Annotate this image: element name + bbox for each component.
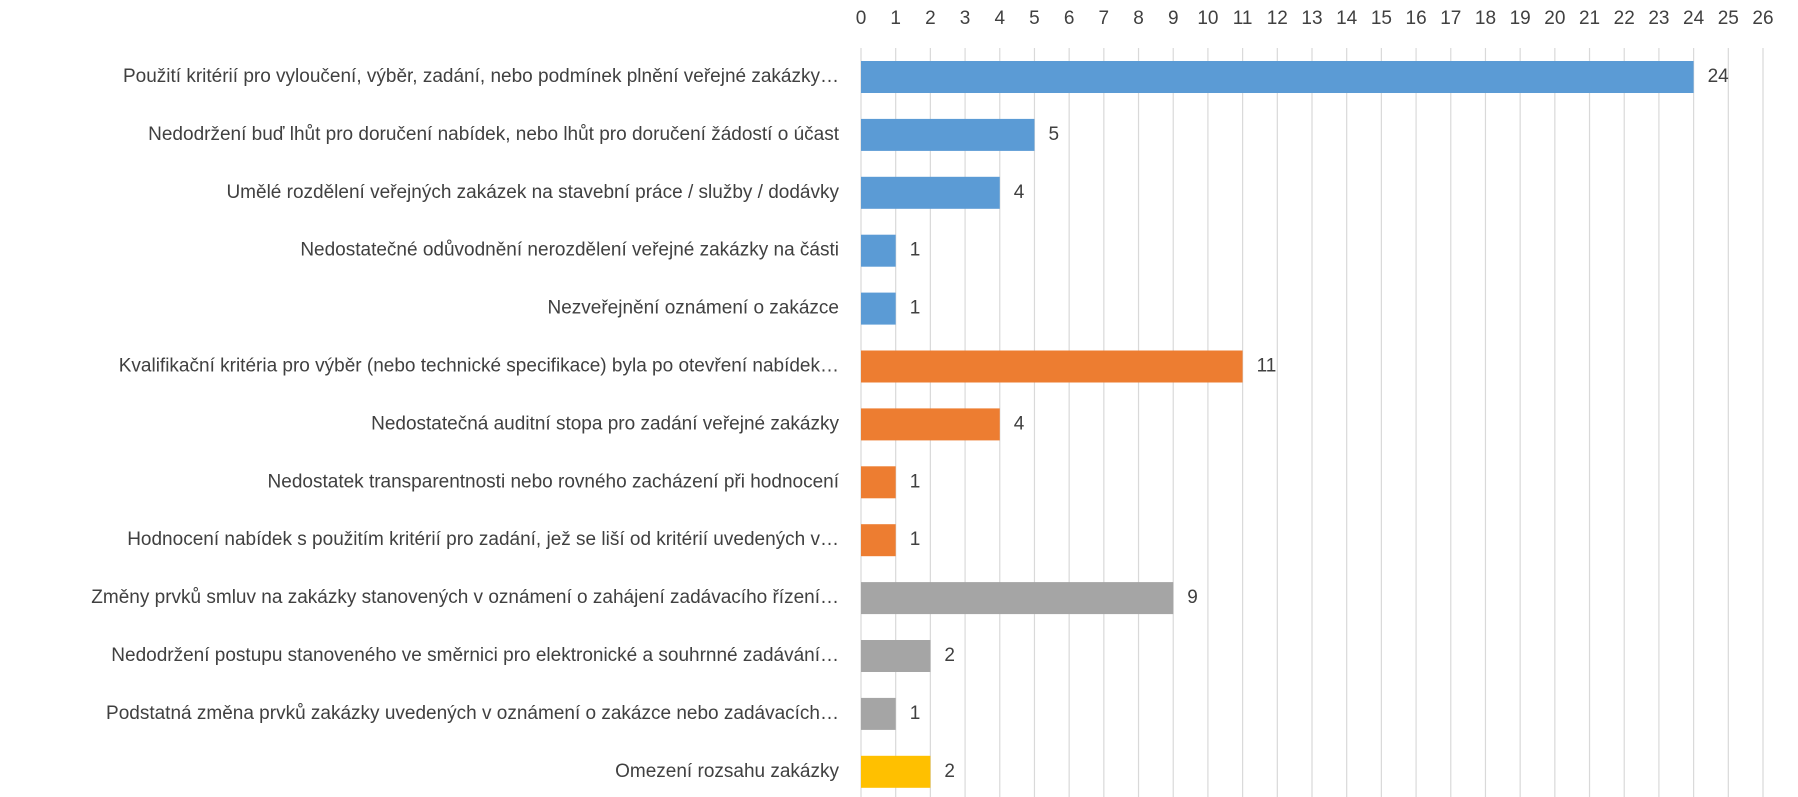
data-label: 4 [1014, 182, 1025, 203]
data-label: 1 [910, 298, 921, 319]
x-tick-label: 26 [1752, 8, 1773, 29]
bar [861, 118, 1035, 151]
category-label: Nezveřejnění oznámení o zakázce [548, 298, 840, 319]
x-tick-label: 16 [1406, 8, 1427, 29]
x-tick-label: 8 [1133, 8, 1144, 29]
x-tick-label: 1 [890, 8, 901, 29]
category-label: Změny prvků smluv na zakázky stanovených… [91, 587, 839, 608]
category-label: Podstatná změna prvků zakázky uvedených … [106, 703, 839, 724]
category-label: Omezení rozsahu zakázky [615, 761, 839, 782]
x-tick-label: 0 [856, 8, 867, 29]
data-label: 11 [1257, 356, 1277, 377]
category-label: Nedodržení buď lhůt pro doručení nabídek… [148, 124, 840, 145]
bar [861, 582, 1174, 615]
x-tick-label: 17 [1440, 8, 1461, 29]
x-tick-label: 10 [1197, 8, 1218, 29]
bar [861, 524, 896, 557]
bar [861, 176, 1000, 209]
category-label: Kvalifikační kritéria pro výběr (nebo te… [119, 356, 839, 377]
x-tick-label: 5 [1029, 8, 1040, 29]
bar [861, 350, 1243, 383]
bar [861, 292, 896, 325]
x-tick-label: 19 [1510, 8, 1531, 29]
x-tick-label: 2 [925, 8, 936, 29]
x-tick-label: 23 [1648, 8, 1669, 29]
category-label: Nedodržení postupu stanoveného ve směrni… [111, 645, 839, 666]
category-label: Nedostatečné odůvodnění nerozdělení veře… [300, 240, 839, 261]
data-label: 1 [910, 703, 921, 724]
x-tick-label: 6 [1064, 8, 1075, 29]
bar [861, 61, 1694, 93]
data-label: 1 [910, 529, 921, 550]
x-tick-label: 21 [1579, 8, 1600, 29]
x-tick-label: 7 [1099, 8, 1110, 29]
bar [861, 466, 896, 499]
bar [861, 408, 1000, 441]
category-label: Nedostatek transparentnosti nebo rovného… [268, 471, 840, 492]
x-tick-label: 13 [1301, 8, 1322, 29]
data-label: 9 [1187, 587, 1198, 608]
x-tick-label: 15 [1371, 8, 1392, 29]
data-label: 1 [910, 240, 921, 261]
x-tick-label: 20 [1544, 8, 1565, 29]
x-tick-label: 12 [1267, 8, 1288, 29]
x-tick-label: 22 [1614, 8, 1635, 29]
data-label: 2 [944, 645, 955, 666]
x-tick-label: 3 [960, 8, 971, 29]
data-label: 1 [910, 471, 921, 492]
bar [861, 640, 931, 672]
bar [861, 755, 931, 788]
category-label: Umělé rozdělení veřejných zakázek na sta… [226, 182, 839, 203]
x-tick-label: 25 [1718, 8, 1739, 29]
bar [861, 697, 896, 730]
data-label: 24 [1708, 66, 1730, 87]
data-label: 2 [944, 761, 955, 782]
data-label: 5 [1048, 124, 1059, 145]
category-label: Hodnocení nabídek s použitím kritérií pr… [127, 529, 839, 550]
x-tick-label: 4 [994, 8, 1005, 29]
x-tick-label: 11 [1233, 8, 1253, 29]
x-tick-label: 24 [1683, 8, 1705, 29]
category-label: Použití kritérií pro vyloučení, výběr, z… [123, 66, 839, 87]
category-label: Nedostatečná auditní stopa pro zadání ve… [371, 413, 839, 434]
data-label: 4 [1014, 413, 1025, 434]
bar [861, 234, 896, 267]
x-tick-label: 18 [1475, 8, 1496, 29]
x-tick-label: 9 [1168, 8, 1179, 29]
x-tick-label: 14 [1336, 8, 1358, 29]
